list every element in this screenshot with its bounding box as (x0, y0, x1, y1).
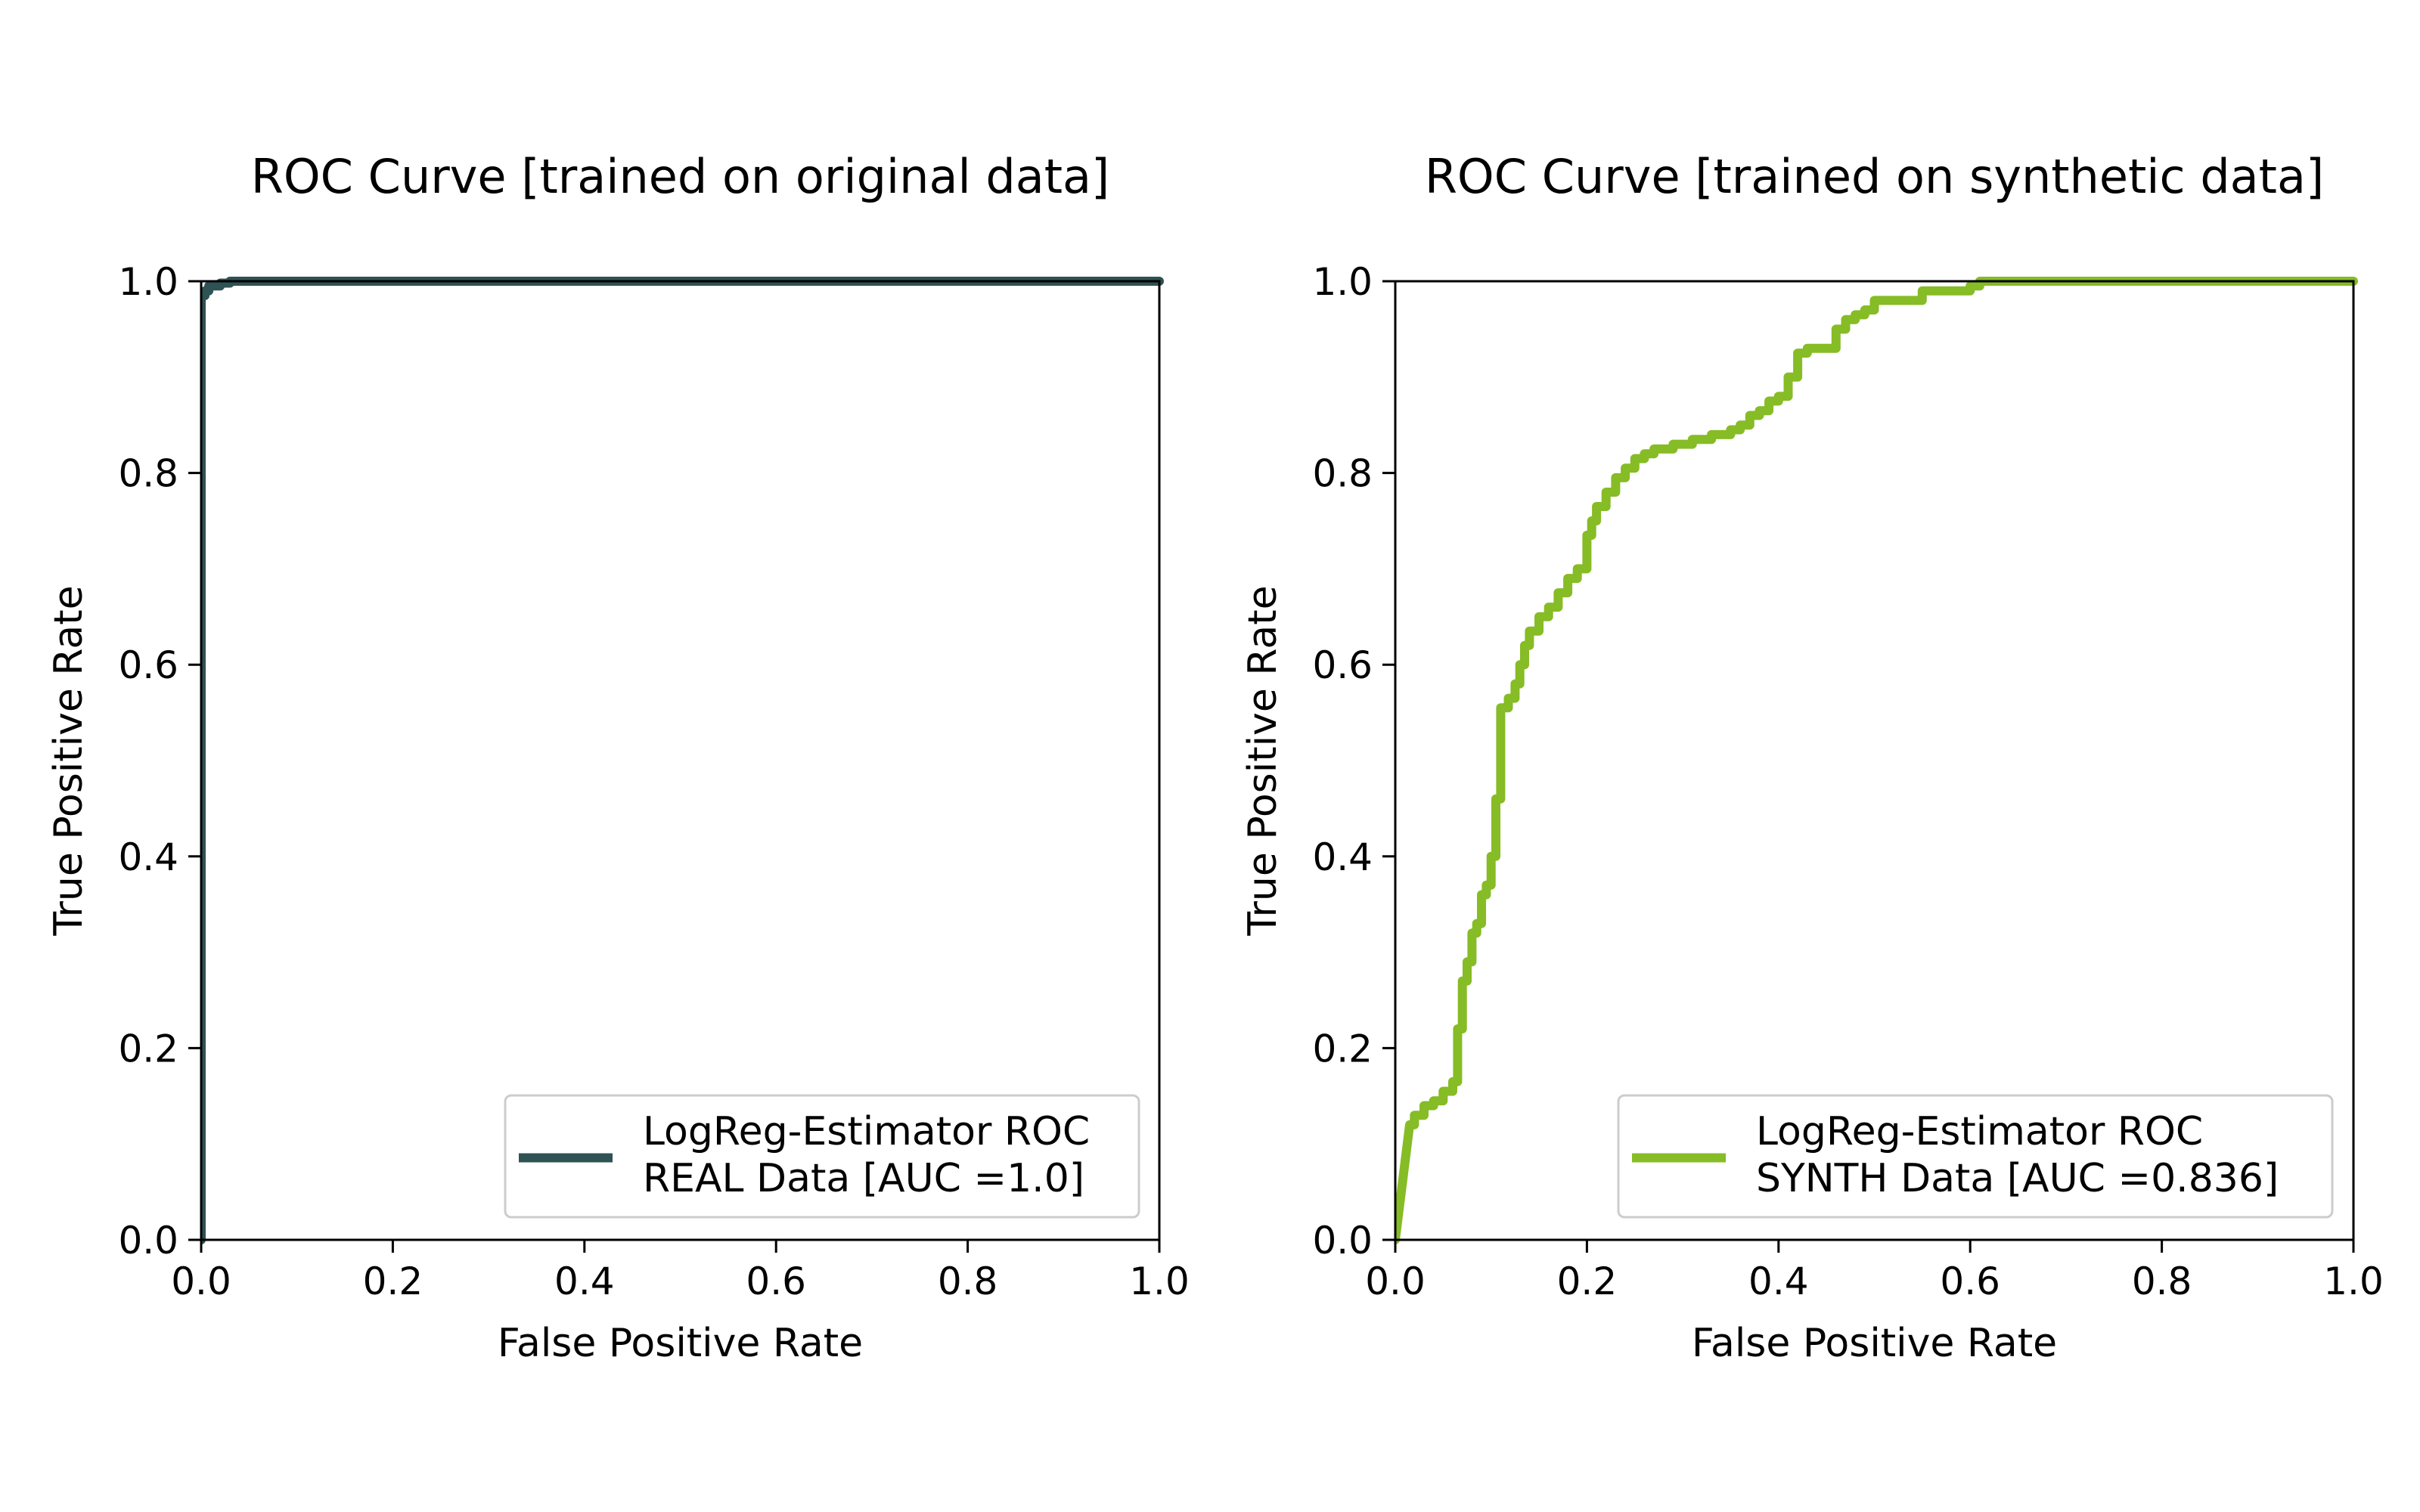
legend-label-line: SYNTH Data [AUC =0.836] (1756, 1156, 2279, 1201)
y-tick-label: 0.0 (118, 1219, 178, 1263)
roc-panel-original: ROC Curve [trained on original data]0.0 0… (46, 149, 1190, 1366)
x-tick-label: 0.4 (1748, 1259, 1809, 1303)
y-axis-label: True Positive Rate (46, 585, 92, 936)
plot-frame (1394, 280, 2355, 1241)
x-tick-label: 1.0 (1129, 1259, 1190, 1303)
chart-title: ROC Curve [trained on original data] (251, 149, 1109, 204)
y-tick-label: 1.0 (118, 260, 178, 304)
roc-panel-synthetic: ROC Curve [trained on synthetic data] 0.0… (1240, 149, 2384, 1366)
x-tick-label: 1.0 (2323, 1259, 2384, 1303)
plot-frame (200, 280, 1161, 1241)
legend: LogReg-Estimator ROC SYNTH Data [AUC =0.8… (1617, 1094, 2334, 1219)
legend-box (1617, 1094, 2334, 1219)
x-tick-label: 0.6 (1940, 1259, 2000, 1303)
x-tick-label: 0.8 (2132, 1259, 2192, 1303)
y-tick-label: 0.4 (1312, 835, 1373, 879)
legend-label-line: LogReg-Estimator ROC (643, 1109, 1090, 1154)
x-tick-label: 0.8 (938, 1259, 998, 1303)
x-tick-label: 0.4 (554, 1259, 615, 1303)
y-tick-label: 0.2 (1312, 1027, 1373, 1070)
x-tick-label: 0.2 (1557, 1259, 1618, 1303)
legend-label-line: REAL Data [AUC =1.0] (643, 1156, 1084, 1201)
y-tick-label: 0.6 (118, 643, 178, 687)
x-tick-label: 0.2 (363, 1259, 424, 1303)
legend: LogReg-Estimator ROC REAL Data [AUC =1.0] (504, 1094, 1140, 1219)
chart-title: ROC Curve [trained on synthetic data] (1425, 149, 2324, 204)
y-tick-label: 0.2 (118, 1027, 178, 1070)
y-tick-label: 0.8 (1312, 452, 1373, 496)
x-tick-label: 0.6 (746, 1259, 806, 1303)
legend-box (504, 1094, 1140, 1219)
legend-label: LogReg-Estimator ROC SYNTH Data [AUC =0.8… (1756, 1109, 2279, 1201)
y-tick-label: 1.0 (1312, 260, 1373, 304)
y-tick-label: 0.8 (118, 452, 178, 496)
y-axis-label: True Positive Rate (1240, 585, 1286, 936)
y-tick-label: 0.0 (1312, 1219, 1373, 1263)
roc-curve-line (1395, 277, 2358, 1244)
x-axis-label: False Positive Rate (1692, 1321, 2057, 1366)
y-tick-label: 0.6 (1312, 643, 1373, 687)
x-axis-label: False Positive Rate (498, 1321, 863, 1366)
legend-label-line: LogReg-Estimator ROC (1756, 1109, 2203, 1154)
x-tick-label: 0.0 (171, 1259, 231, 1303)
roc-curve-line (201, 277, 1164, 1244)
x-tick-label: 0.0 (1365, 1259, 1426, 1303)
y-tick-label: 0.4 (118, 835, 178, 879)
legend-label: LogReg-Estimator ROC REAL Data [AUC =1.0] (643, 1109, 1090, 1201)
